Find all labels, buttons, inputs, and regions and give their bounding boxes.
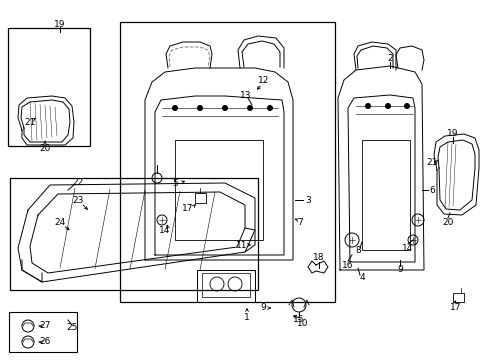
Text: 3: 3 — [305, 195, 310, 204]
Circle shape — [247, 105, 252, 111]
Bar — [202, 273, 249, 297]
Circle shape — [267, 105, 272, 111]
Text: 14: 14 — [402, 243, 413, 252]
Text: 27: 27 — [39, 321, 51, 330]
Text: 21: 21 — [24, 117, 36, 126]
Text: 18: 18 — [313, 253, 324, 262]
Text: 10: 10 — [297, 319, 308, 328]
Text: 9: 9 — [260, 303, 265, 312]
Bar — [452, 293, 463, 302]
Bar — [197, 270, 254, 302]
Text: 21: 21 — [426, 158, 437, 166]
Text: 12: 12 — [258, 76, 269, 85]
Text: 15: 15 — [293, 315, 304, 324]
Text: 19: 19 — [54, 19, 65, 28]
Text: 14: 14 — [159, 225, 170, 234]
Bar — [10, 178, 258, 290]
Circle shape — [385, 104, 390, 108]
Bar — [175, 140, 263, 240]
Circle shape — [197, 105, 202, 111]
Text: 25: 25 — [66, 324, 78, 333]
Circle shape — [222, 105, 227, 111]
Text: 5: 5 — [172, 179, 178, 188]
Text: 23: 23 — [72, 195, 83, 204]
Bar — [9, 312, 77, 352]
Text: 13: 13 — [240, 90, 251, 99]
Text: 17: 17 — [182, 203, 193, 212]
Bar — [8, 28, 90, 146]
Text: 7: 7 — [297, 217, 302, 226]
Bar — [120, 22, 334, 302]
Text: 2: 2 — [386, 54, 392, 63]
Text: 26: 26 — [39, 338, 51, 346]
Text: 22: 22 — [72, 177, 83, 186]
Text: 20: 20 — [39, 144, 51, 153]
Text: 8: 8 — [354, 246, 360, 255]
Text: 11: 11 — [236, 240, 247, 249]
Text: 9: 9 — [396, 266, 402, 274]
Text: 1: 1 — [244, 314, 249, 323]
Bar — [195, 193, 205, 203]
Text: 4: 4 — [359, 274, 364, 283]
Bar — [361, 140, 409, 250]
Text: 19: 19 — [447, 129, 458, 138]
Text: 24: 24 — [54, 217, 65, 226]
Text: 16: 16 — [342, 261, 353, 270]
Text: 17: 17 — [449, 303, 461, 312]
Text: 6: 6 — [428, 185, 434, 194]
Circle shape — [172, 105, 177, 111]
Circle shape — [404, 104, 408, 108]
Circle shape — [365, 104, 370, 108]
Text: 20: 20 — [442, 217, 453, 226]
